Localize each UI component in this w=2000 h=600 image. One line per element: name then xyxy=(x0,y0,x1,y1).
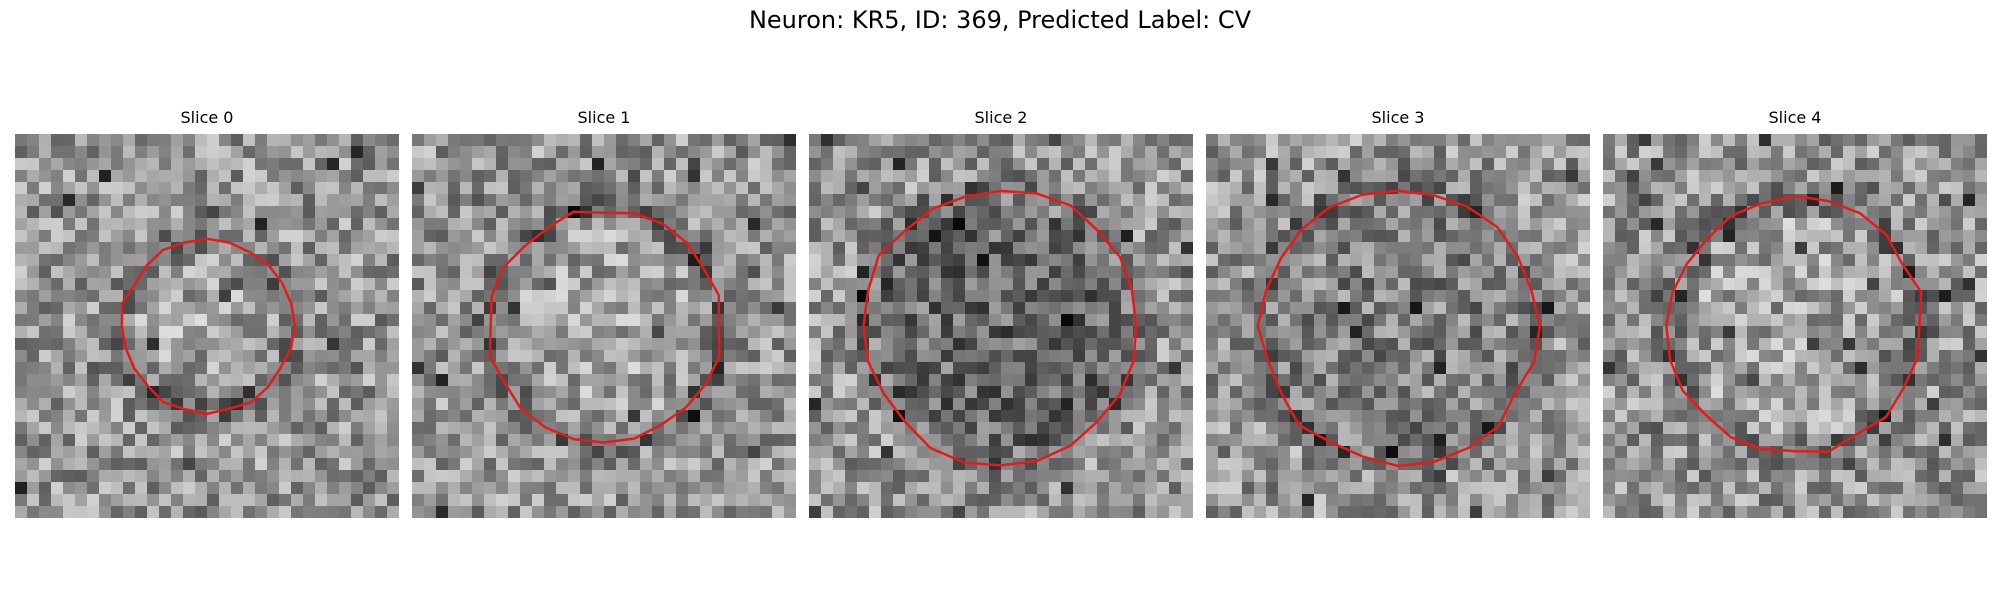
slice-image-svg xyxy=(1603,134,1987,518)
slice-title: Slice 4 xyxy=(1768,108,1822,127)
slice-image-svg xyxy=(1206,134,1590,518)
slice-panel-2: Slice 2 xyxy=(809,108,1193,530)
slice-panel-1: Slice 1 xyxy=(412,108,796,530)
pixel-grid xyxy=(1603,134,1987,518)
slice-image-svg xyxy=(809,134,1193,518)
slice-image-svg xyxy=(412,134,796,518)
slice-image xyxy=(412,134,796,518)
slice-panel-3: Slice 3 xyxy=(1206,108,1590,530)
segmentation-contour xyxy=(1256,189,1542,468)
segmentation-contour xyxy=(488,210,721,444)
figure-title: Neuron: KR5, ID: 369, Predicted Label: C… xyxy=(748,6,1252,34)
segmentation-contour xyxy=(120,237,297,416)
pixel-grid xyxy=(412,134,796,518)
pixel-grid xyxy=(15,134,399,518)
slice-panel-0: Slice 0 xyxy=(15,108,399,530)
segmentation-contour xyxy=(1665,194,1923,453)
slice-title: Slice 0 xyxy=(180,108,234,127)
pixel-grid xyxy=(809,134,1193,518)
pixel-grid xyxy=(1206,134,1590,518)
slice-image xyxy=(1603,134,1987,518)
slice-image xyxy=(1206,134,1590,518)
slice-image-svg xyxy=(15,134,399,518)
slice-title: Slice 1 xyxy=(577,108,631,127)
segmentation-contour xyxy=(862,189,1138,467)
slice-image xyxy=(15,134,399,518)
slice-image xyxy=(809,134,1193,518)
slice-title: Slice 3 xyxy=(1371,108,1425,127)
slice-title: Slice 2 xyxy=(974,108,1028,127)
slice-panel-4: Slice 4 xyxy=(1603,108,1987,530)
